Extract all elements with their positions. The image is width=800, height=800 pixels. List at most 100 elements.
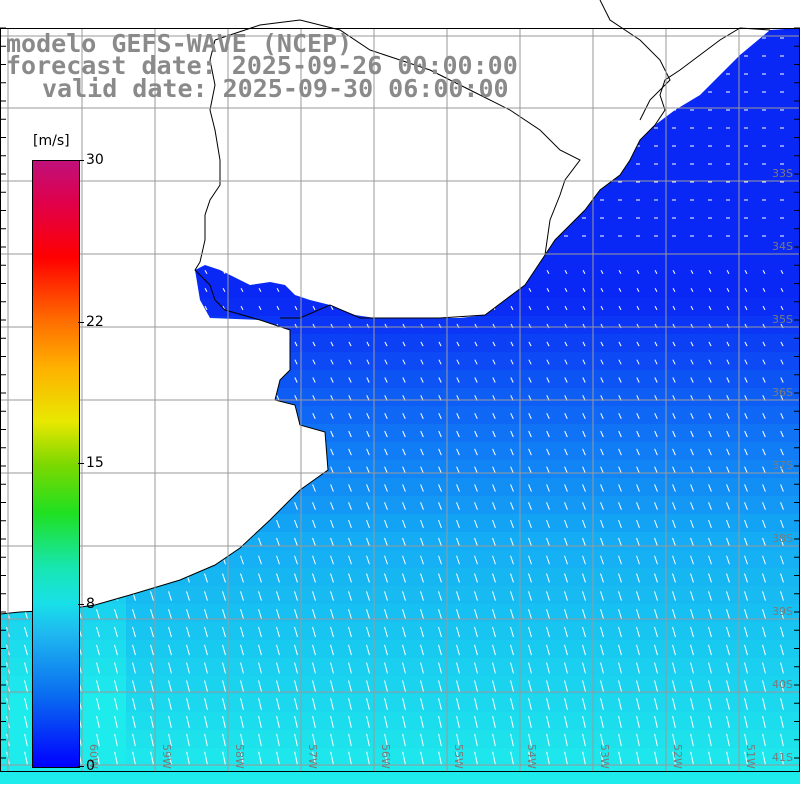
speed-cell — [468, 532, 486, 550]
wind-arrow — [294, 537, 298, 547]
wind-arrow — [582, 733, 586, 747]
wind-arrow — [96, 644, 100, 656]
wind-arrow — [510, 466, 514, 474]
wind-arrow — [600, 270, 604, 274]
wind-arrow — [438, 430, 442, 438]
speed-cell — [738, 190, 756, 208]
speed-cell — [414, 442, 432, 460]
speed-cell — [558, 604, 576, 622]
speed-cell — [216, 730, 234, 748]
speed-cell — [324, 352, 342, 370]
wind-arrow — [24, 716, 28, 728]
speed-cell — [738, 316, 756, 334]
wind-arrow — [528, 430, 532, 438]
speed-cell — [162, 586, 180, 604]
speed-cell — [252, 712, 270, 730]
speed-cell — [774, 550, 792, 568]
longitude-label: 53W — [598, 744, 611, 769]
speed-cell — [630, 406, 648, 424]
speed-cell — [558, 694, 576, 712]
speed-cell — [450, 748, 468, 766]
wind-arrow — [348, 698, 352, 710]
wind-arrow — [276, 626, 280, 638]
wind-arrow — [654, 680, 658, 692]
wind-arrow — [636, 751, 640, 765]
wind-arrow — [528, 626, 532, 638]
speed-cell — [630, 262, 648, 280]
speed-cell — [738, 208, 756, 226]
speed-cell — [414, 604, 432, 622]
speed-cell — [414, 694, 432, 712]
speed-cell — [324, 658, 342, 676]
speed-cell — [540, 694, 558, 712]
wind-arrow — [276, 555, 280, 565]
speed-cell — [504, 712, 522, 730]
wind-arrow — [276, 716, 280, 728]
speed-cell — [774, 208, 792, 226]
wind-arrow — [582, 270, 586, 274]
speed-cell — [774, 334, 792, 352]
speed-cell — [612, 334, 630, 352]
speed-cell — [144, 748, 162, 766]
speed-cell — [666, 766, 684, 784]
speed-cell — [378, 370, 396, 388]
speed-cell — [612, 532, 630, 550]
wind-arrow — [510, 448, 514, 456]
speed-cell — [450, 730, 468, 748]
wind-arrow — [384, 377, 388, 383]
wind-arrow — [132, 644, 136, 656]
speed-cell — [450, 694, 468, 712]
speed-cell — [522, 568, 540, 586]
speed-cell — [558, 316, 576, 334]
wind-arrow — [186, 591, 190, 601]
speed-cell — [774, 82, 792, 100]
wind-arrow — [204, 644, 208, 656]
speed-cell — [0, 658, 18, 676]
wind-arrow — [168, 626, 172, 638]
speed-cell — [360, 514, 378, 532]
wind-arrow — [186, 680, 190, 692]
speed-cell — [648, 478, 666, 496]
speed-cell — [504, 352, 522, 370]
speed-cell — [234, 748, 252, 766]
wind-arrow — [546, 573, 550, 583]
speed-cell — [594, 370, 612, 388]
wind-arrow — [636, 662, 640, 674]
wind-arrow — [150, 626, 154, 638]
wind-arrow — [474, 698, 478, 710]
speed-cell — [684, 514, 702, 532]
speed-cell — [504, 730, 522, 748]
wind-arrow — [150, 751, 154, 765]
wind-arrow — [150, 662, 154, 674]
speed-cell — [306, 676, 324, 694]
speed-cell — [270, 514, 288, 532]
speed-cell — [432, 622, 450, 640]
speed-cell — [738, 460, 756, 478]
wind-arrow — [636, 448, 640, 456]
wind-arrow — [330, 484, 334, 492]
wind-arrow — [294, 591, 298, 601]
speed-cell — [558, 658, 576, 676]
speed-cell — [576, 658, 594, 676]
colorbar-tick — [78, 463, 84, 464]
speed-cell — [720, 82, 738, 100]
wind-arrow — [402, 484, 406, 492]
wind-arrow — [672, 519, 676, 529]
speed-cell — [468, 748, 486, 766]
speed-cell — [720, 532, 738, 550]
speed-cell — [324, 532, 342, 550]
speed-cell — [666, 604, 684, 622]
speed-cell — [666, 154, 684, 172]
wind-arrow — [528, 484, 532, 492]
wind-arrow — [672, 733, 676, 747]
wind-arrow — [726, 573, 730, 583]
speed-cell — [486, 730, 504, 748]
speed-cell — [630, 622, 648, 640]
wind-arrow — [762, 680, 766, 692]
wind-arrow — [564, 751, 568, 765]
wind-arrow — [132, 751, 136, 765]
wind-arrow — [600, 609, 604, 619]
speed-cell — [234, 694, 252, 712]
speed-cell — [504, 766, 522, 784]
speed-cell — [252, 280, 270, 298]
